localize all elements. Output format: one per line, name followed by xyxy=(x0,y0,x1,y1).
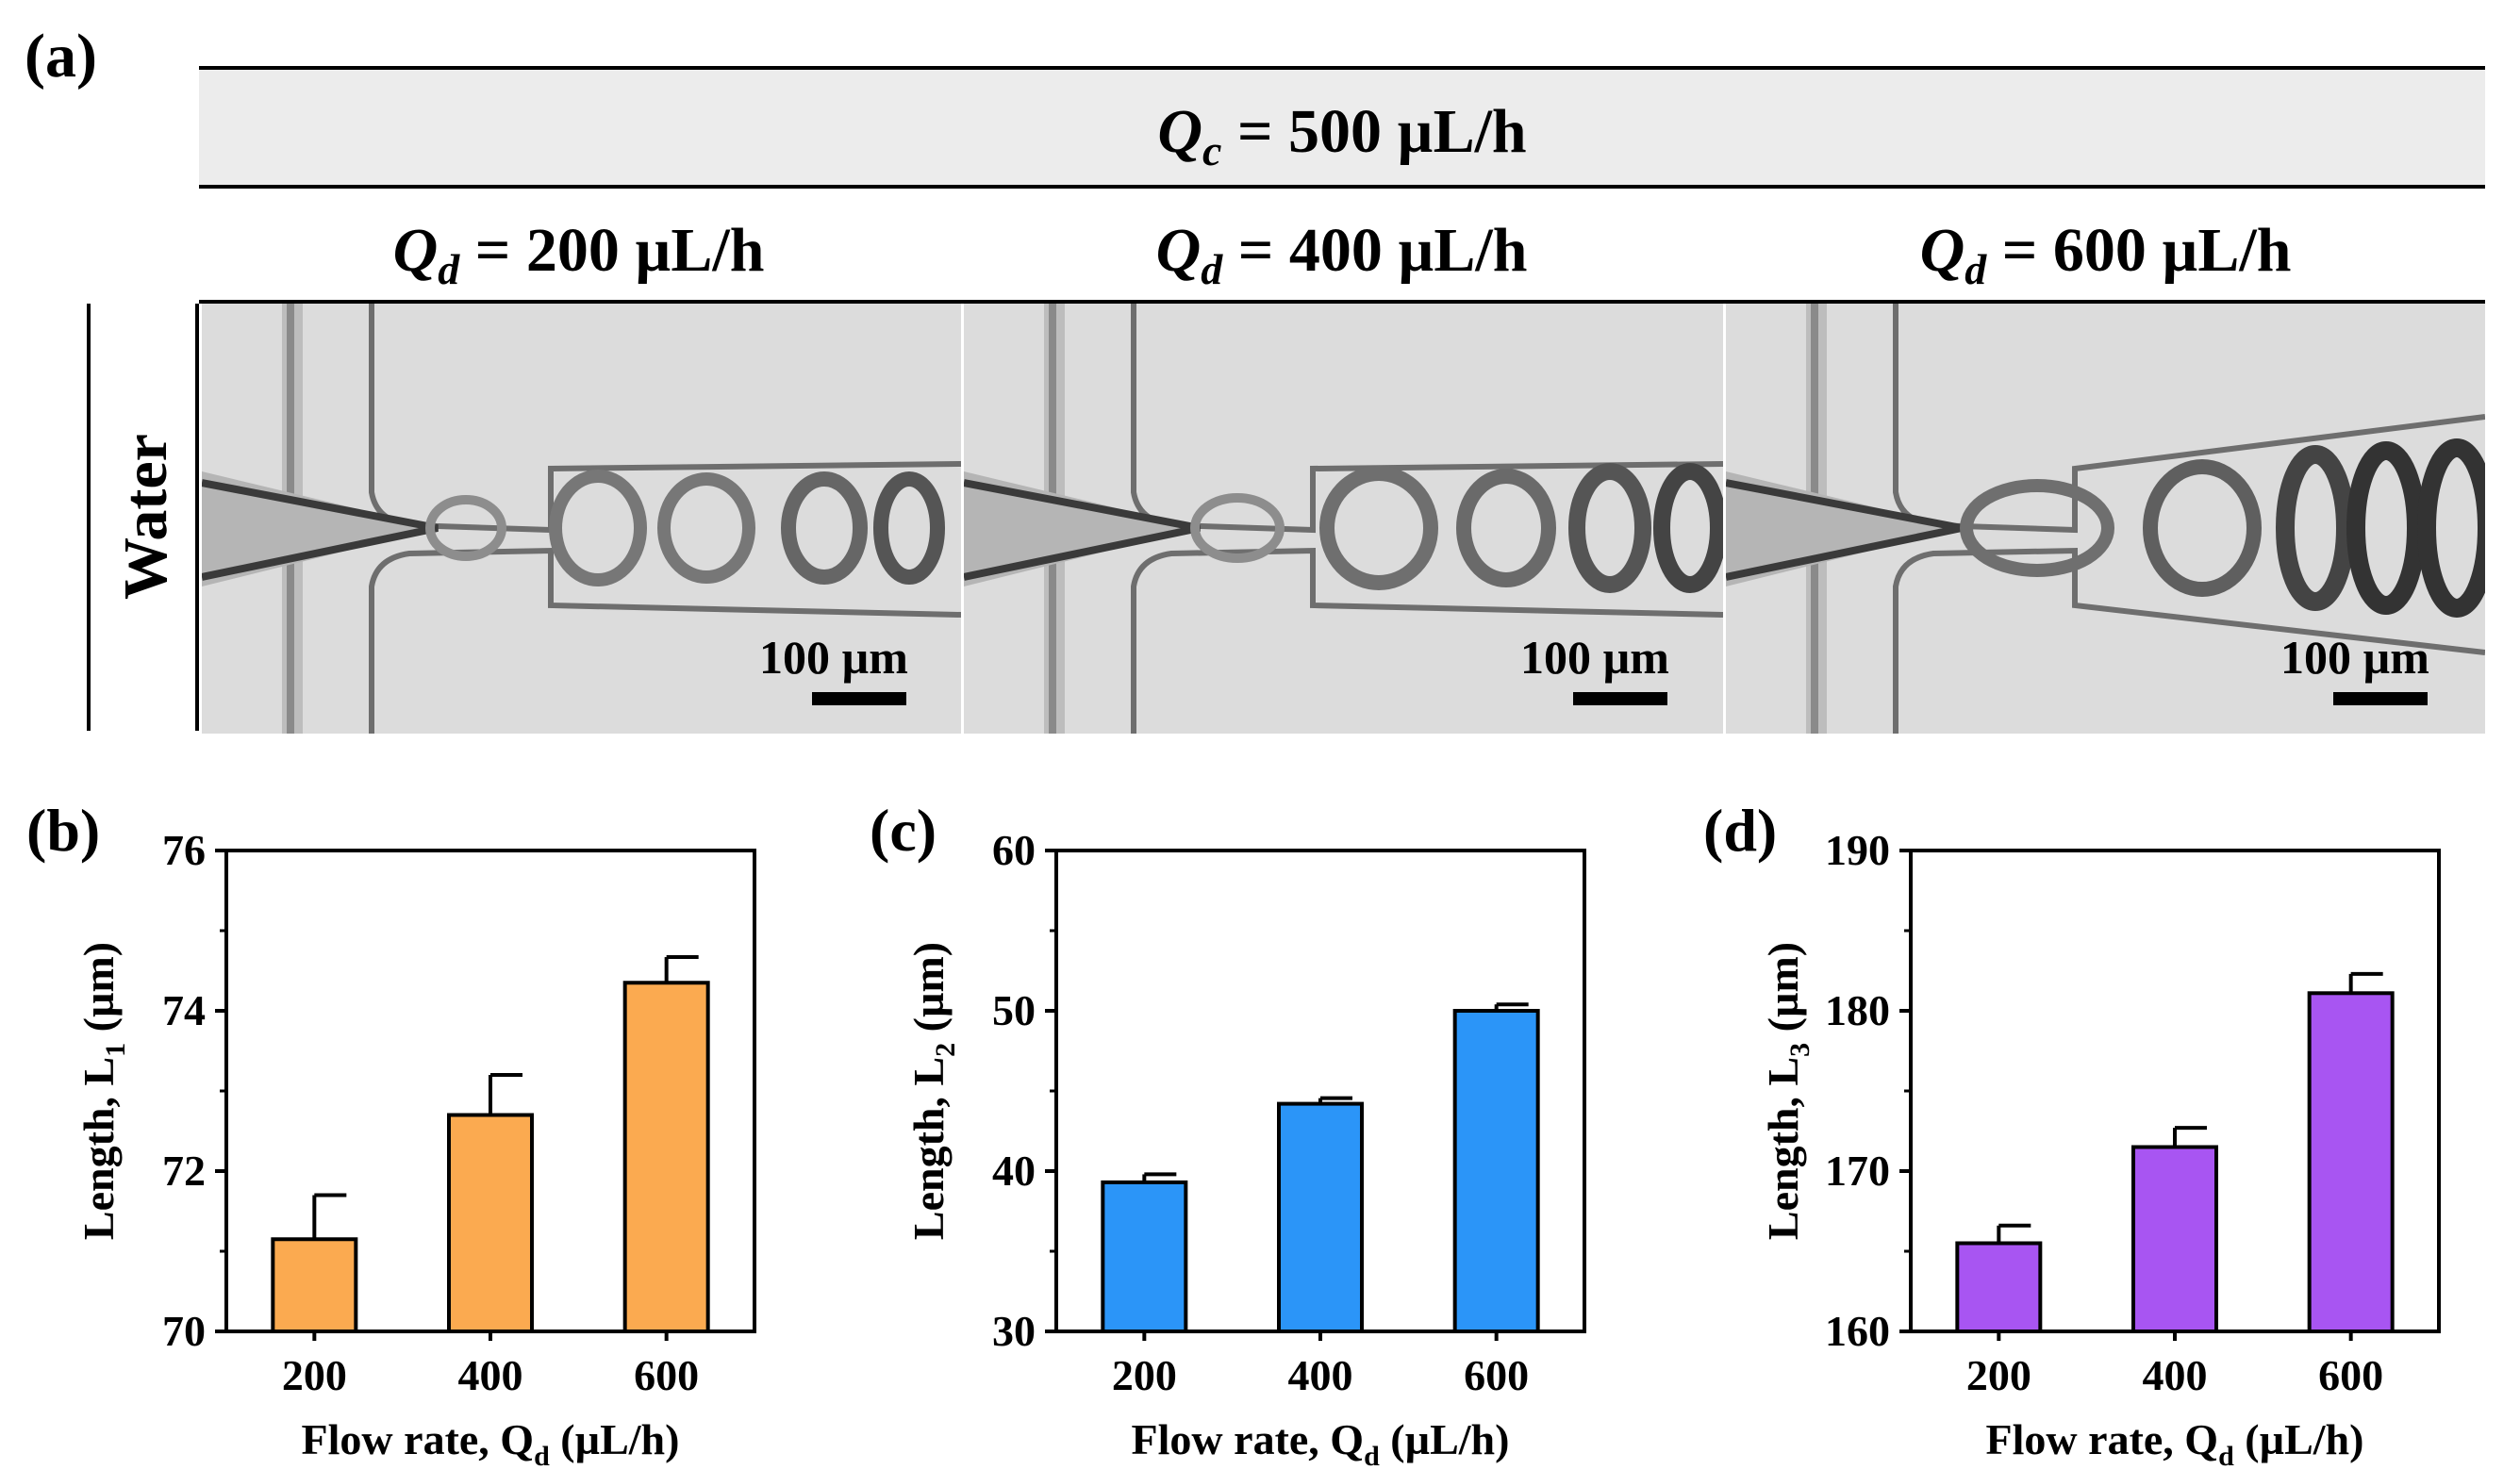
qc-banner: Qc = 500 µL/h xyxy=(199,66,2485,189)
micrograph-3-image xyxy=(1726,304,2485,734)
x-tick-label-400: 400 xyxy=(2143,1351,2208,1399)
x-axis-label-main: Flow rate, Q xyxy=(1986,1415,2219,1463)
scale-label-1: 100 µm xyxy=(759,631,908,684)
y-tick-label-30: 30 xyxy=(992,1307,1036,1355)
y-tick-label-190: 190 xyxy=(1825,826,1890,874)
y-tick-label-170: 170 xyxy=(1825,1147,1890,1195)
qd-value: = 200 µL/h xyxy=(474,216,765,285)
row-label-water: Water xyxy=(111,434,180,600)
chart-d: (d) 200 400 600 160 170 180 190 Length, L3 (µm) F… xyxy=(1703,797,2441,1470)
x-axis-label-sub: d xyxy=(2218,1441,2234,1470)
y-axis-label-sub: 1 xyxy=(100,1043,131,1057)
scale-label-3: 100 µm xyxy=(2280,631,2429,684)
x-axis-label-main: Flow rate, Q xyxy=(1132,1415,1365,1463)
x-tick-label-400: 400 xyxy=(458,1351,523,1399)
bar-600 xyxy=(622,981,710,1333)
micrograph-frame xyxy=(199,300,2485,735)
y-axis-label: Length, L3 (µm) xyxy=(1759,942,1815,1240)
y-tick-label-60: 60 xyxy=(992,826,1036,874)
x-axis-label-unit: (µL/h) xyxy=(1380,1415,1510,1463)
y-axis-label-sub: 2 xyxy=(930,1043,961,1057)
y-axis-label: Length, L1 (µm) xyxy=(75,942,131,1240)
y-tick-label-160: 160 xyxy=(1825,1307,1890,1355)
y-tick-label-76: 76 xyxy=(162,826,206,874)
row-label-box xyxy=(87,304,199,731)
bar-200 xyxy=(271,1237,358,1333)
qd-value: = 400 µL/h xyxy=(1237,216,1528,285)
scale-label-2: 100 µm xyxy=(1520,631,1669,684)
bar-400 xyxy=(1277,1101,1364,1333)
panel-a-label: (a) xyxy=(25,22,97,91)
qd-subscript: d xyxy=(1201,245,1223,293)
qd-value: = 600 µL/h xyxy=(2001,216,2292,285)
bar-600 xyxy=(1452,1009,1540,1333)
x-tick-label-600: 600 xyxy=(2318,1351,2383,1399)
x-axis-label: Flow rate, Qd (µL/h) xyxy=(1986,1415,2364,1470)
y-tick-label-74: 74 xyxy=(162,986,206,1034)
qd-title-3: Qd = 600 µL/h xyxy=(1726,215,2485,293)
x-axis-label-main: Flow rate, Q xyxy=(302,1415,535,1463)
scale-bar-3 xyxy=(2333,692,2428,705)
chart-c: (c) 200 400 600 30 40 50 60 Length, L2 (µm) Flow … xyxy=(870,797,1586,1470)
y-axis-label-sub: 3 xyxy=(1784,1043,1815,1057)
panel-label: (b) xyxy=(26,797,100,864)
y-tick-label-50: 50 xyxy=(992,986,1036,1034)
panel-label: (d) xyxy=(1703,797,1777,864)
micrograph-2 xyxy=(964,304,1723,734)
y-axis-label-main: Length, L xyxy=(1759,1057,1807,1240)
qd-title-1: Qd = 200 µL/h xyxy=(199,215,958,293)
x-tick-label-600: 600 xyxy=(634,1351,699,1399)
qd-symbol: Q xyxy=(1919,216,1965,285)
scale-bar-1 xyxy=(812,692,906,705)
chart-b: (b) 200 400 600 70 72 74 76 Length, L1 (µm) Flow … xyxy=(26,797,756,1470)
bar-400 xyxy=(447,1113,534,1333)
bar-200 xyxy=(1955,1241,2043,1333)
x-tick-label-200: 200 xyxy=(1966,1351,2031,1399)
y-tick-label-72: 72 xyxy=(162,1147,206,1195)
y-axis-label-unit: (µm) xyxy=(1759,942,1807,1043)
y-tick-label-180: 180 xyxy=(1825,986,1890,1034)
micrograph-2-image xyxy=(964,304,1723,734)
qc-banner-text: Qc = 500 µL/h xyxy=(199,96,2485,174)
qd-symbol: Q xyxy=(1155,216,1202,285)
bar-400 xyxy=(2131,1145,2218,1333)
x-tick-label-200: 200 xyxy=(282,1351,347,1399)
x-tick-label-400: 400 xyxy=(1288,1351,1353,1399)
y-axis-label-unit: (µm) xyxy=(904,942,953,1043)
qc-value: = 500 µL/h xyxy=(1236,97,1527,166)
qd-symbol: Q xyxy=(392,216,439,285)
y-axis-label-main: Length, L xyxy=(75,1057,123,1240)
panel-label: (c) xyxy=(870,797,937,864)
qd-subscript: d xyxy=(438,245,460,293)
x-axis-label-sub: d xyxy=(534,1441,550,1470)
y-tick-label-40: 40 xyxy=(992,1147,1036,1195)
micrograph-1 xyxy=(202,304,961,734)
qd-subscript: d xyxy=(1965,245,1987,293)
qd-title-2: Qd = 400 µL/h xyxy=(962,215,1721,293)
x-axis-label-unit: (µL/h) xyxy=(550,1415,680,1463)
micrograph-1-image xyxy=(202,304,961,734)
y-axis-label-main: Length, L xyxy=(904,1057,953,1240)
bar-200 xyxy=(1101,1180,1188,1333)
x-axis-label-sub: d xyxy=(1364,1441,1380,1470)
qc-symbol: Q xyxy=(1157,97,1203,166)
y-axis-label: Length, L2 (µm) xyxy=(904,942,961,1240)
x-tick-label-600: 600 xyxy=(1464,1351,1529,1399)
x-tick-label-200: 200 xyxy=(1112,1351,1177,1399)
x-axis-label-unit: (µL/h) xyxy=(2234,1415,2364,1463)
qc-subscript: c xyxy=(1202,126,1222,174)
x-axis-label: Flow rate, Qd (µL/h) xyxy=(1132,1415,1510,1470)
y-axis-label-unit: (µm) xyxy=(75,942,123,1043)
scale-bar-2 xyxy=(1573,692,1667,705)
micrograph-3 xyxy=(1726,304,2485,734)
bar-600 xyxy=(2307,991,2395,1334)
y-tick-label-70: 70 xyxy=(162,1307,206,1355)
x-axis-label: Flow rate, Qd (µL/h) xyxy=(302,1415,680,1470)
